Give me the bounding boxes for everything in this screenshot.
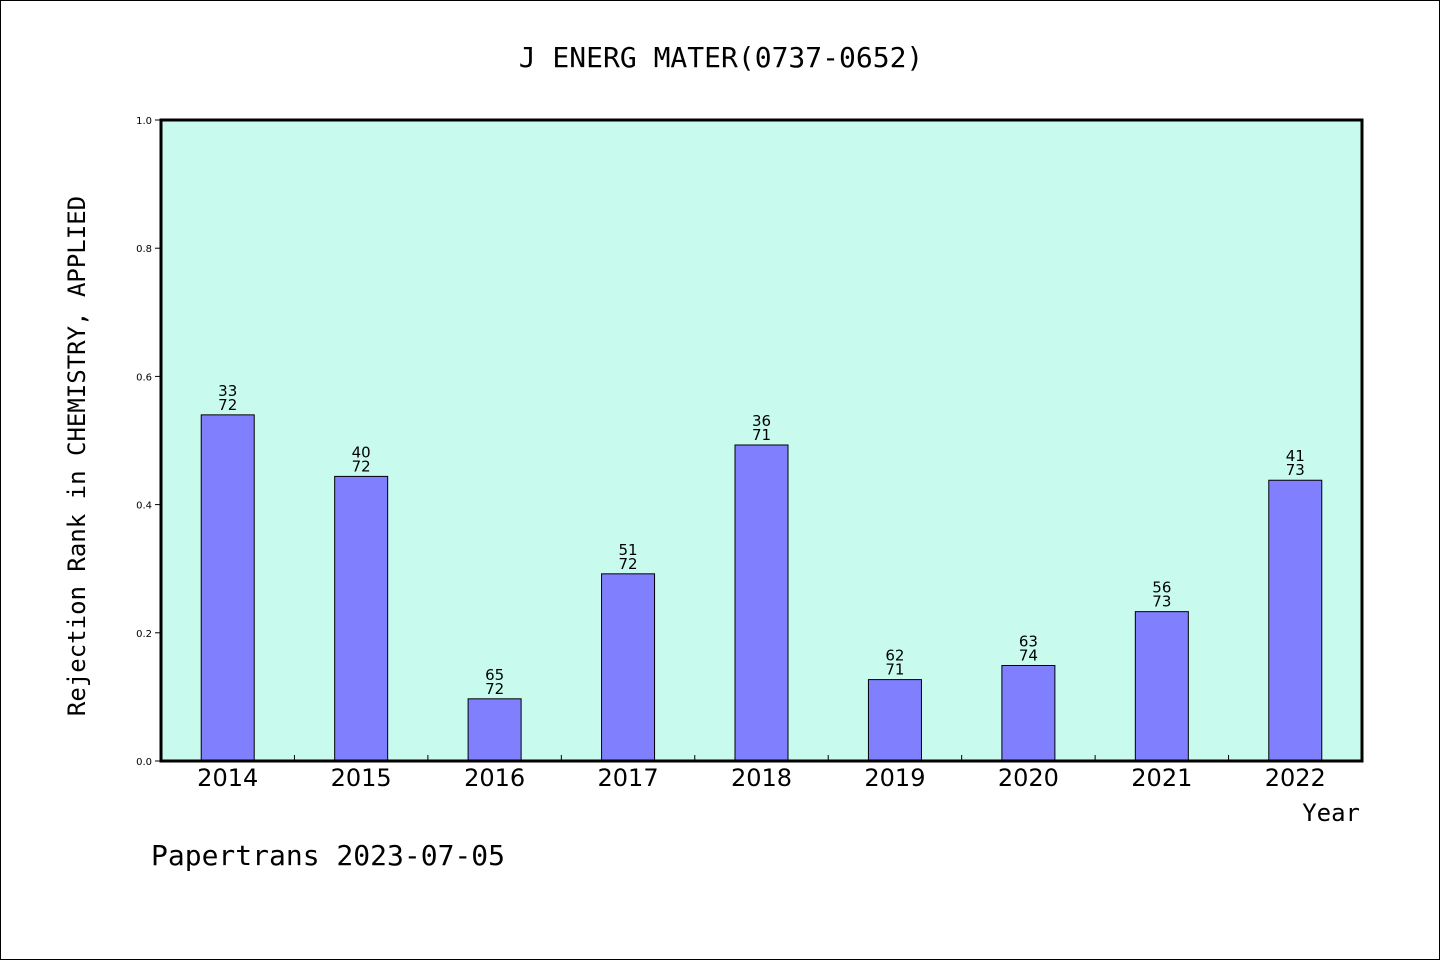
y-tick-label: 1.0 [136,116,152,127]
bar-total-label: 72 [218,396,237,414]
bar-rank-label: 33 [218,382,237,400]
bar-rank-label: 36 [752,412,771,430]
bar-2018 [734,444,789,762]
y-axis-label: Rejection Rank in CHEMISTRY, APPLIED [63,196,91,716]
bars-group [200,414,1323,762]
y-tick-label: 0.6 [136,372,152,383]
bar-rank-label: 65 [485,666,504,684]
bar-2020 [1001,664,1056,762]
bar-2015 [334,475,389,762]
bar-rank-label: 56 [1152,579,1171,597]
bar-2022 [1268,479,1323,762]
x-axis-ticks: 2014 2015 2016 2017 2018 2019 2020 2021 2022 [197,755,1326,792]
y-tick-label: 0.8 [136,244,152,255]
chart-title: J ENERG MATER(0737-0652) [519,41,924,74]
x-axis-label: Year [1302,799,1360,827]
bar-rank-label: 62 [885,647,904,665]
x-tick-label: 2021 [1131,764,1192,792]
bar-2019 [867,679,922,762]
y-tick-label: 0.2 [136,629,152,640]
bar-rank-label: 40 [352,443,371,461]
x-tick-label: 2016 [464,764,525,792]
x-tick-label: 2019 [864,764,925,792]
bar-total-label: 74 [1019,646,1038,664]
x-tick-label: 2018 [731,764,792,792]
x-tick-label: 2017 [598,764,659,792]
bar-total-label: 71 [752,426,771,444]
bar-total-label: 72 [619,555,638,573]
x-tick-label: 2015 [331,764,392,792]
bar-2016 [467,698,522,762]
plot-border [159,118,1364,763]
bar-rank-label: 63 [1019,632,1038,650]
x-tick-label: 2014 [197,764,258,792]
bar-rank-label: 41 [1286,447,1305,465]
bar-rank-label: 51 [619,541,638,559]
y-tick-label: 0.4 [136,501,152,512]
bar-total-label: 73 [1286,461,1305,479]
x-tick-label: 2020 [998,764,1059,792]
bar-2021 [1134,611,1189,762]
y-tick-label: 0.0 [136,757,152,768]
x-tick-label: 2022 [1265,764,1326,792]
footer-watermark: Papertrans 2023-07-05 [151,839,505,872]
y-axis-ticks: 0.0 0.2 0.4 0.6 0.8 1.0 [136,116,161,768]
bar-total-label: 71 [885,661,904,679]
bar-total-label: 72 [352,457,371,475]
bar-total-label: 73 [1152,593,1171,611]
bar-2017 [601,573,656,762]
bar-2014 [200,414,255,762]
bar-total-label: 72 [485,680,504,698]
